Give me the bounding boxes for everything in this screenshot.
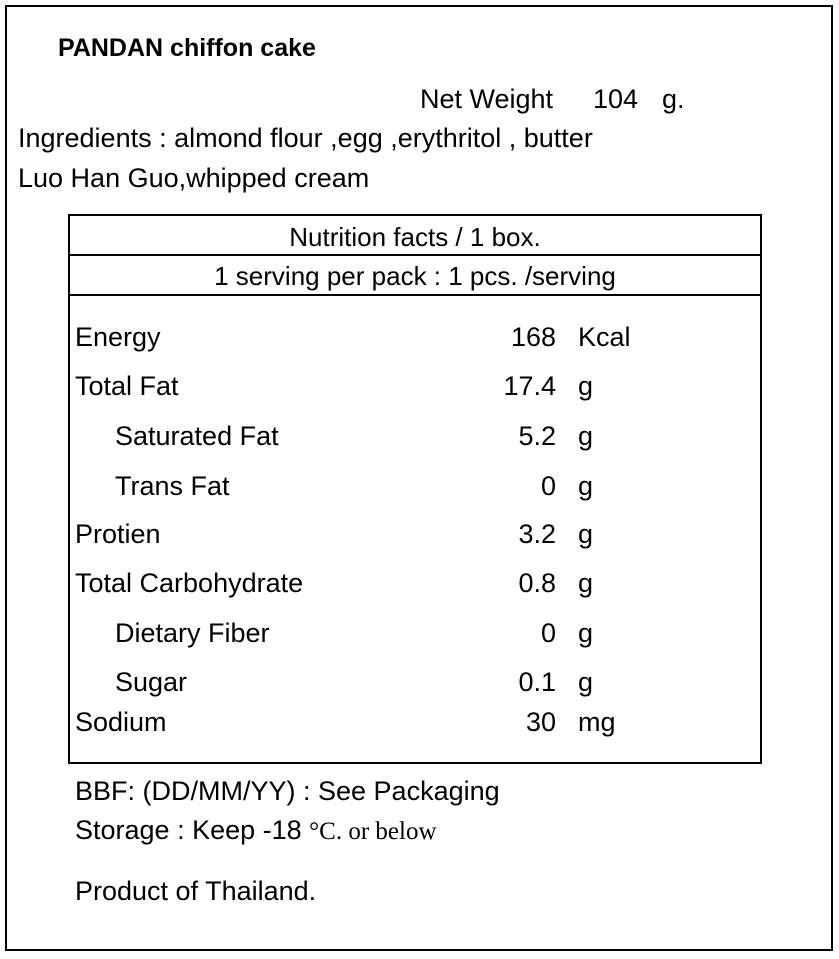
title: PANDAN chiffon cake <box>58 34 316 62</box>
net-weight-unit: g. <box>662 84 685 114</box>
bbf: BBF: (DD/MM/YY) : See Packaging <box>75 776 500 806</box>
nutrient-amount: 5.2 <box>518 421 556 451</box>
nutrient-name: Energy <box>75 322 161 352</box>
table-title: Nutrition facts / 1 box. <box>289 222 541 252</box>
nutrient-name: Sugar <box>115 667 188 697</box>
nutrient-unit: g <box>578 618 594 648</box>
nutrient-unit: g <box>578 667 594 697</box>
origin: Product of Thailand. <box>75 876 317 906</box>
net-weight-amount: 104 <box>593 84 639 114</box>
ingredients: Luo Han Guo,whipped cream <box>18 163 370 193</box>
nutrient-unit: g <box>578 568 594 598</box>
storage-unit: °C. or below <box>309 818 437 845</box>
nutrient-name: Dietary Fiber <box>115 618 270 648</box>
rule <box>70 294 760 296</box>
nutrition-table: Nutrition facts / 1 box. 1 serving per p… <box>68 214 762 764</box>
nutrient-unit: g <box>578 519 594 549</box>
nutrient-amount: 3.2 <box>518 519 556 549</box>
storage-text: Storage : Keep -18 <box>75 815 302 845</box>
ingredients: Ingredients : almond flour ,egg ,erythri… <box>18 123 593 153</box>
nutrient-unit: g <box>578 471 594 501</box>
nutrient-unit: Kcal <box>578 322 631 352</box>
nutrient-name: Protien <box>75 519 161 549</box>
nutrient-name: Saturated Fat <box>115 421 279 451</box>
nutrient-name: Total Carbohydrate <box>75 568 304 598</box>
net-weight-label: Net Weight <box>420 84 554 114</box>
nutrient-unit: mg <box>578 707 616 737</box>
storage: Storage : Keep -18 °C. or below <box>75 815 437 845</box>
nutrient-name: Trans Fat <box>115 471 230 501</box>
nutrient-amount: 0 <box>540 618 556 648</box>
nutrient-amount: 30 <box>525 707 556 737</box>
nutrient-unit: g <box>578 371 594 401</box>
nutrient-amount: 17.4 <box>503 371 556 401</box>
nutrient-amount: 0.1 <box>518 667 556 697</box>
nutrient-unit: g <box>578 421 594 451</box>
rule <box>70 254 760 256</box>
nutrient-amount: 0.8 <box>518 568 556 598</box>
nutrient-name: Total Fat <box>75 371 179 401</box>
nutrient-name: Sodium <box>75 707 167 737</box>
nutrient-amount: 0 <box>540 471 556 501</box>
frame <box>5 5 833 951</box>
nutrient-amount: 168 <box>510 322 556 352</box>
serving: 1 serving per pack : 1 pcs. /serving <box>214 261 616 291</box>
